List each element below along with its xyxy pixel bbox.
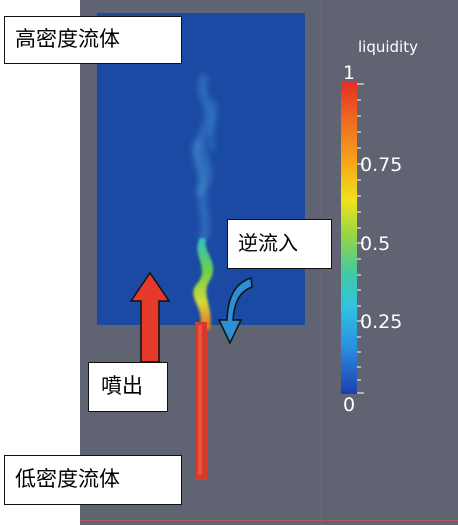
colorbar-ticks bbox=[357, 83, 364, 394]
viewport-bottom-line bbox=[80, 520, 458, 521]
jet-mixing-zone bbox=[193, 238, 214, 330]
colorbar-tick-label: 1 bbox=[343, 62, 356, 84]
colorbar bbox=[341, 82, 357, 394]
colorbar-tick-label: 0.25 bbox=[360, 311, 403, 333]
colorbar-tick-label: 0 bbox=[343, 394, 356, 416]
backflow-down-arrow-icon bbox=[217, 276, 253, 345]
colorbar-title: liquidity bbox=[358, 38, 418, 56]
high-density-fluid-label: 高密度流体 bbox=[4, 16, 182, 64]
colorbar-tick-label: 0.75 bbox=[360, 154, 403, 176]
plume-wisps bbox=[192, 72, 217, 243]
jet-core-highlight bbox=[198, 325, 202, 475]
colorbar-tick-label: 0.5 bbox=[360, 233, 391, 255]
backflow-inflow-label: 逆流入 bbox=[227, 219, 332, 269]
jet-label: 噴出 bbox=[88, 362, 168, 412]
low-density-fluid-label: 低密度流体 bbox=[4, 455, 182, 505]
jet-up-arrow-icon bbox=[129, 271, 171, 363]
